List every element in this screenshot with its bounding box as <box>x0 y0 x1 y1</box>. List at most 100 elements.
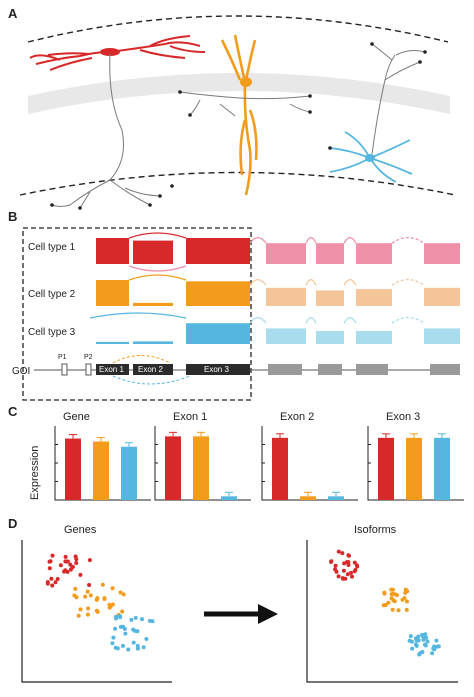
coverage-segment-light-t1-1 <box>266 243 306 264</box>
genes-type3-dot <box>113 626 118 631</box>
genes-type1-dot <box>78 572 83 577</box>
splice-arc-t2-1 <box>249 279 267 286</box>
coverage-segment-t1-3 <box>186 238 250 264</box>
genes-type2-dot <box>100 582 105 587</box>
isoforms-type2-dot <box>396 608 401 613</box>
genes-type3-dot <box>110 641 115 646</box>
coverage-segment-t3-1 <box>96 341 129 344</box>
coverage-segment-light-t2-3 <box>356 289 392 306</box>
isoforms-type3-dot <box>424 635 429 640</box>
bar-1-2 <box>93 441 109 500</box>
coverage-segment-light-t2-2 <box>316 290 344 306</box>
coverage-segment-t3-3 <box>186 323 250 344</box>
genes-type2-dot <box>85 589 90 594</box>
genes-type1-dot <box>68 562 73 567</box>
isoforms-plot-axes <box>306 540 458 683</box>
promoter-p1 <box>61 363 68 376</box>
bar-2-2 <box>193 436 209 500</box>
isoforms-type3-dot <box>422 642 427 647</box>
splice-arc-t2-3 <box>343 279 357 286</box>
bar-4-2 <box>406 437 422 500</box>
chart-axes-2 <box>154 426 251 501</box>
coverage-segment-t2-2 <box>133 302 173 306</box>
isoforms-type2-dot <box>389 592 394 597</box>
genes-type2-dot <box>73 586 78 591</box>
genes-type1-dot <box>45 581 50 586</box>
genes-type1-dot <box>87 558 92 563</box>
bar-4-1 <box>378 437 394 500</box>
genes-type2-dot <box>120 609 125 614</box>
isoforms-type3-dot <box>410 646 415 651</box>
isoforms-type2-dot <box>390 587 395 592</box>
genes-type3-dot <box>126 647 131 652</box>
genes-type3-dot <box>114 616 118 621</box>
isoforms-type1-dot <box>333 563 338 568</box>
genes-type2-dot <box>86 606 91 611</box>
genes-type1-dot <box>74 561 79 565</box>
gene-model: GOI P1 P2 Exon 1 Exon 2 Exon 3 <box>12 354 460 385</box>
isoforms-type1-dot <box>336 549 341 554</box>
bar-2-3 <box>221 496 237 500</box>
coverage-segment-light-t3-4 <box>424 328 460 344</box>
coverage-segment-light-t3-1 <box>266 328 306 344</box>
panel-d-letter: D <box>8 516 17 531</box>
genes-plot-axes <box>21 540 172 683</box>
exon-1-block <box>96 364 129 375</box>
genes-type3-dot <box>121 643 125 648</box>
bar-1-3 <box>121 446 137 500</box>
isoforms-dots <box>329 549 441 657</box>
genes-type1-dot <box>50 553 55 558</box>
junction-arc-t1 <box>128 232 187 239</box>
genes-dots <box>45 553 155 652</box>
isoforms-type3-dot <box>413 642 418 647</box>
coverage-tracks <box>89 232 460 344</box>
genes-type3-dot <box>133 615 138 620</box>
genes-type1-dot <box>87 583 92 587</box>
bar-1-1 <box>65 438 81 500</box>
layer-band <box>28 73 450 114</box>
chart-axes-4 <box>367 426 464 501</box>
isoforms-type2-dot <box>390 607 395 612</box>
splice-arc-t2-4 <box>391 279 425 286</box>
isoforms-type3-dot <box>420 650 425 654</box>
splice-arc-t1-1 <box>249 237 267 244</box>
goi-label: GOI <box>12 366 30 377</box>
orange-neuron <box>178 34 312 196</box>
isoforms-type2-dot <box>403 587 408 592</box>
isoforms-type3-dot <box>425 639 430 644</box>
junction-arc-t3 <box>89 312 187 319</box>
coverage-segment-light-t3-2 <box>316 331 344 344</box>
bar-charts: Gene Exon 1 Exon 2 Exon 3 <box>54 411 464 501</box>
isoforms-plot <box>306 540 458 683</box>
isoforms-type1-dot <box>350 574 354 579</box>
junction-arc-t2 <box>128 274 187 281</box>
isoforms-type1-dot <box>352 560 357 565</box>
genes-type2-dot <box>102 597 107 601</box>
isoforms-type2-dot <box>402 596 407 601</box>
isoforms-type1-dot <box>352 569 357 574</box>
isoforms-type1-dot <box>346 563 351 567</box>
genes-type2-dot <box>85 612 90 617</box>
bar-4-3 <box>434 437 450 500</box>
isoforms-type2-dot <box>405 599 409 604</box>
coverage-segment-light-t1-2 <box>316 243 344 264</box>
isoforms-type2-dot <box>404 607 409 612</box>
isoforms-type1-dot <box>347 553 351 558</box>
genes-type2-dot <box>88 593 93 598</box>
isoforms-type3-dot <box>408 634 413 639</box>
genes-type3-dot <box>147 618 152 623</box>
genes-type3-dot <box>122 626 127 631</box>
chart-title-3: Exon 2 <box>280 411 314 423</box>
panel-b-letter: B <box>8 209 17 224</box>
exon-2-block <box>133 364 173 375</box>
genes-title: Genes <box>64 524 97 536</box>
splice-arc-t1-2 <box>305 237 317 244</box>
isoforms-type2-dot <box>383 602 388 607</box>
genes-type3-dot <box>144 637 149 641</box>
splice-arc-t3-1 <box>249 317 267 324</box>
genes-type2-dot <box>76 613 81 618</box>
chart-title-4: Exon 3 <box>386 411 420 423</box>
panel-a-letter: A <box>8 6 18 21</box>
genes-type2-dot <box>95 609 100 614</box>
coverage-segment-t2-3 <box>186 281 250 306</box>
